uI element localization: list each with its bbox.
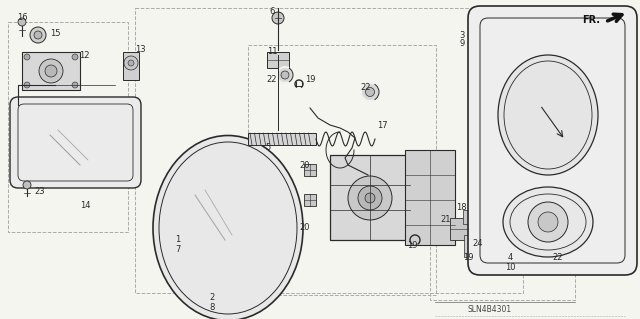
Bar [22, 52, 80, 90]
Text: 10: 10 [505, 263, 515, 271]
Bar [135, 8, 523, 293]
Circle shape [128, 60, 134, 66]
Circle shape [534, 243, 552, 261]
Text: 19: 19 [305, 76, 316, 85]
Circle shape [281, 71, 289, 79]
Circle shape [348, 176, 392, 220]
Text: 7: 7 [175, 246, 180, 255]
Text: 5: 5 [266, 144, 271, 152]
Text: 12: 12 [79, 50, 89, 60]
Circle shape [18, 18, 26, 26]
Text: 9: 9 [460, 40, 465, 48]
Circle shape [24, 82, 30, 88]
Bar [304, 194, 316, 206]
Ellipse shape [503, 187, 593, 257]
Bar [8, 22, 128, 232]
Text: 6: 6 [269, 8, 275, 17]
Circle shape [272, 12, 284, 24]
Text: 24: 24 [473, 239, 483, 248]
Circle shape [72, 54, 78, 60]
Circle shape [538, 248, 547, 256]
Bar [463, 210, 479, 224]
Circle shape [528, 202, 568, 242]
Text: 15: 15 [50, 28, 60, 38]
Circle shape [124, 56, 138, 70]
Bar [304, 164, 316, 176]
Circle shape [45, 65, 57, 77]
Bar [464, 235, 482, 257]
Text: SLN4B4301: SLN4B4301 [468, 306, 512, 315]
Text: 1: 1 [175, 235, 180, 244]
Circle shape [34, 31, 42, 39]
Circle shape [277, 67, 293, 83]
Text: 22: 22 [361, 84, 371, 93]
Text: 22: 22 [553, 254, 563, 263]
Text: 3: 3 [460, 31, 465, 40]
Circle shape [24, 54, 30, 60]
Text: 23: 23 [35, 188, 45, 197]
Bar [450, 218, 468, 240]
Text: 16: 16 [17, 13, 28, 23]
Text: FR.: FR. [582, 15, 600, 25]
FancyBboxPatch shape [468, 6, 637, 275]
Text: 8: 8 [209, 303, 214, 313]
FancyBboxPatch shape [10, 97, 141, 188]
Circle shape [30, 27, 46, 43]
Text: 17: 17 [377, 121, 387, 130]
Circle shape [23, 181, 31, 189]
Text: 2: 2 [209, 293, 214, 302]
Bar [330, 155, 410, 240]
Bar [430, 228, 575, 300]
Text: 11: 11 [267, 48, 277, 56]
Text: 19: 19 [463, 254, 473, 263]
Circle shape [358, 186, 382, 210]
Text: 20: 20 [300, 160, 310, 169]
Circle shape [538, 212, 558, 232]
Circle shape [39, 59, 63, 83]
Text: 4: 4 [508, 254, 513, 263]
Ellipse shape [153, 136, 303, 319]
Circle shape [72, 82, 78, 88]
Bar [267, 52, 289, 68]
Text: 22: 22 [267, 76, 277, 85]
Ellipse shape [498, 55, 598, 175]
Bar [405, 150, 455, 245]
Circle shape [361, 83, 379, 101]
Text: 13: 13 [134, 46, 145, 55]
Circle shape [365, 87, 374, 97]
Text: 14: 14 [80, 201, 90, 210]
Text: 21: 21 [441, 216, 451, 225]
Circle shape [365, 193, 375, 203]
Bar [123, 52, 139, 80]
Text: 18: 18 [456, 204, 467, 212]
Bar [248, 133, 316, 145]
Text: 20: 20 [300, 224, 310, 233]
Text: 19: 19 [407, 241, 417, 250]
Bar [248, 45, 436, 295]
